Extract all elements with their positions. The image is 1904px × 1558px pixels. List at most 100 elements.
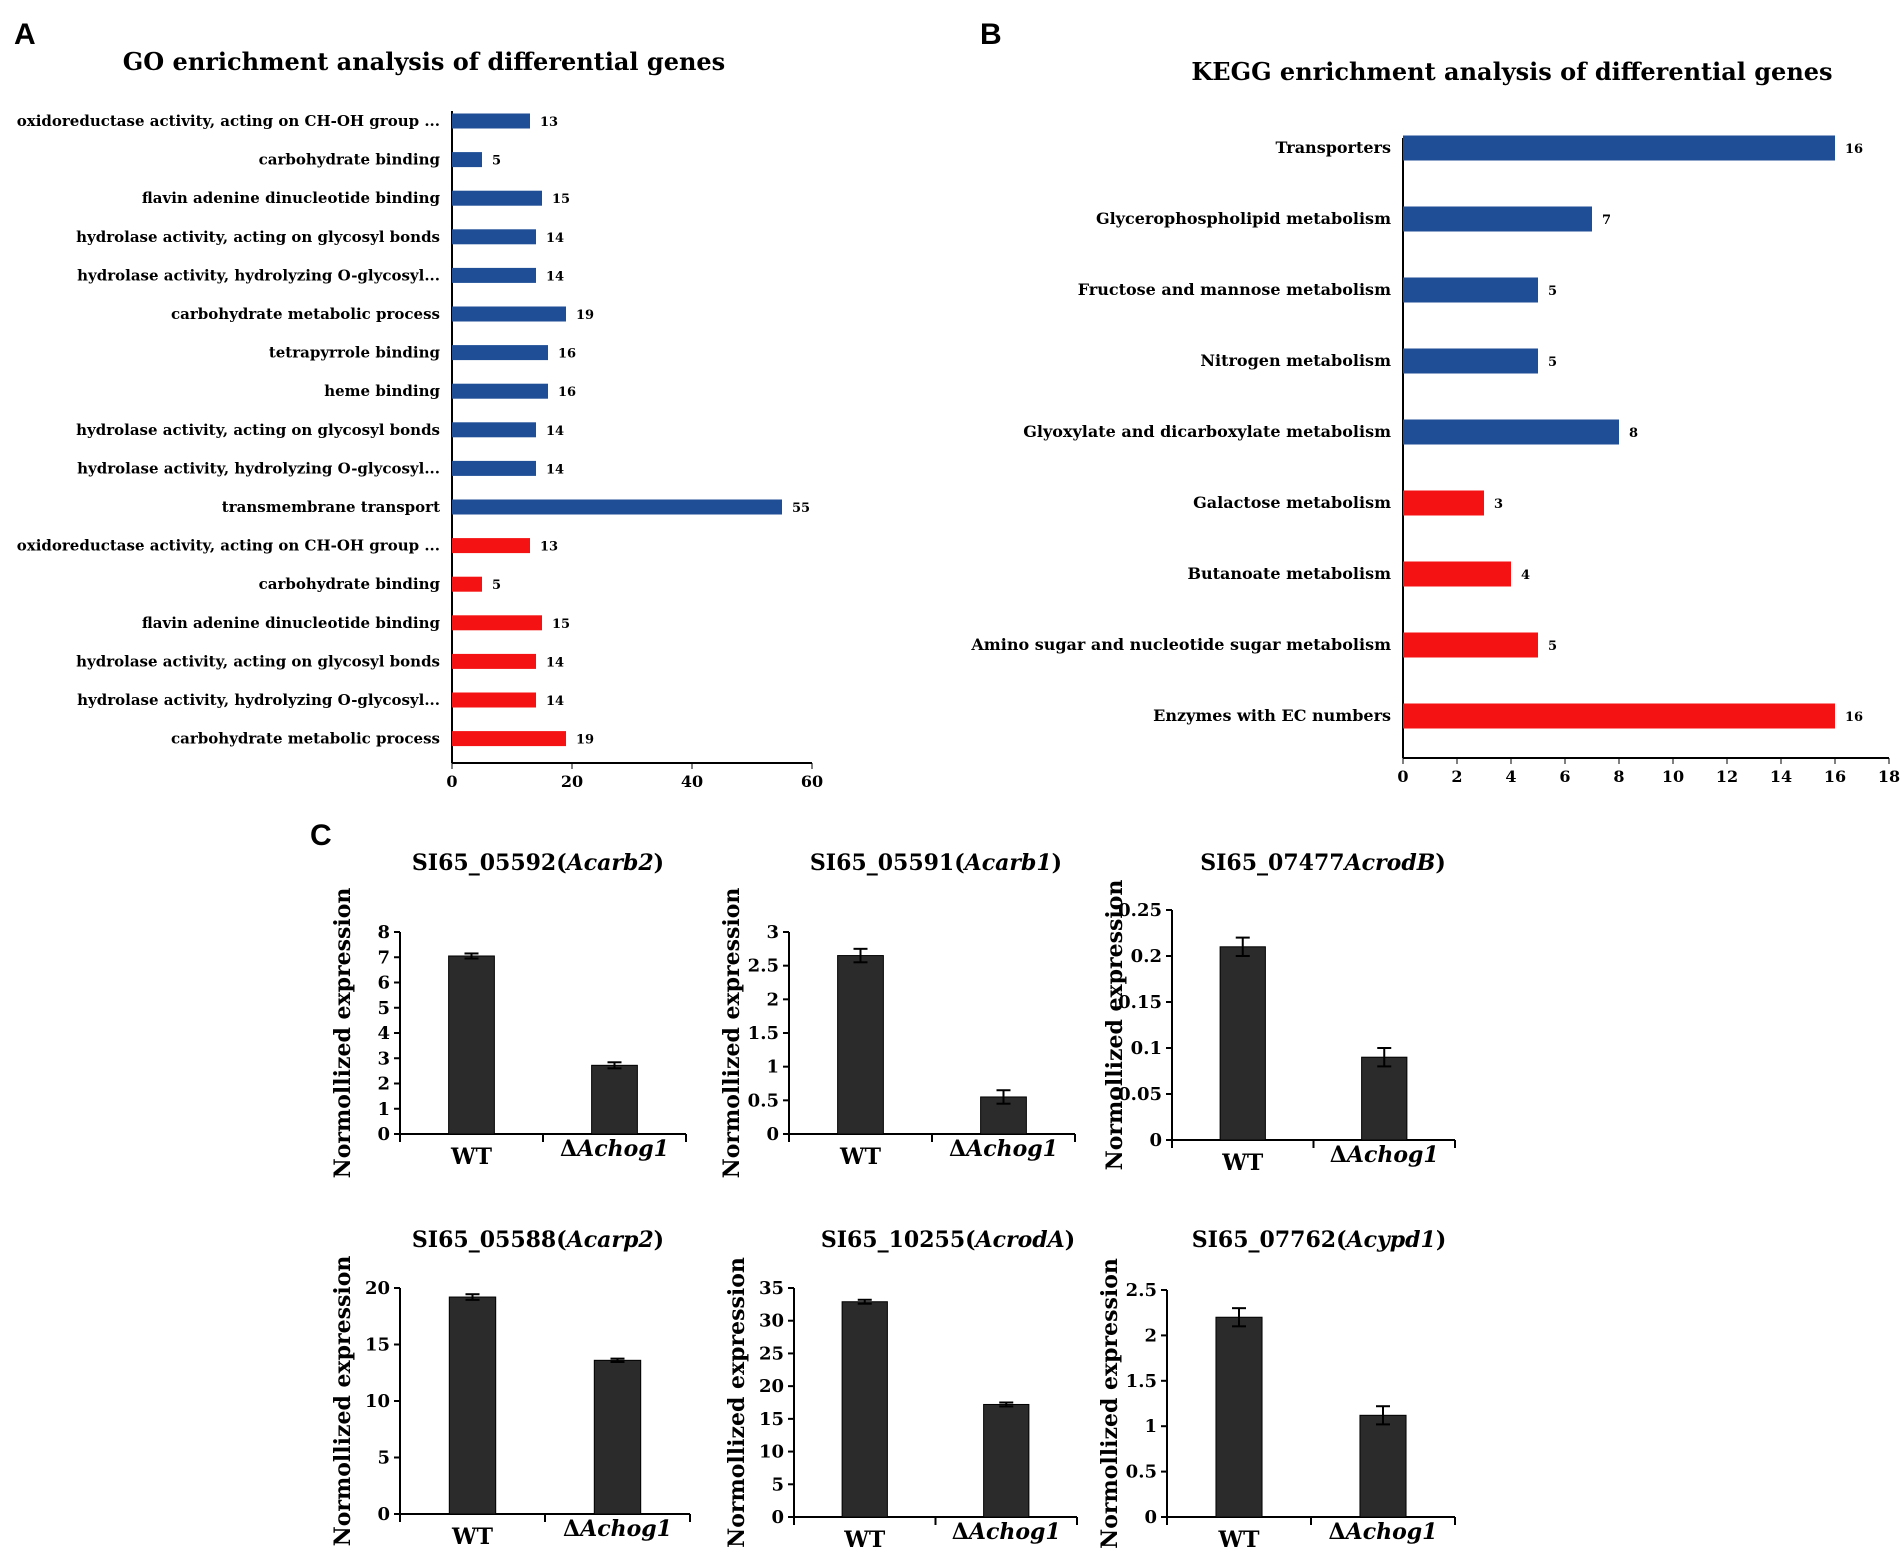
c4-y-tick-label: 0 [377, 1504, 390, 1525]
go-category-label: hydrolase activity, hydrolyzing O-glycos… [77, 459, 440, 477]
c3-y-tick-label: 0.15 [1118, 992, 1162, 1013]
c6-y-tick-label: 0.5 [1126, 1462, 1157, 1483]
c2-title: SI65_05591(Acarb1) [810, 850, 1062, 876]
c4-y-tick-label: 10 [365, 1391, 390, 1412]
go-bar [452, 383, 548, 399]
c4-category-label: ΔAchog1 [563, 1516, 672, 1542]
kegg-enrichment-chart: KEGG enrichment analysis of differential… [970, 57, 1900, 786]
kegg-value-label: 16 [1845, 710, 1863, 725]
c3-bar [1361, 1056, 1408, 1141]
c1-y-tick-label: 7 [377, 947, 390, 968]
go-value-label: 13 [540, 115, 558, 130]
go-x-tick-label: 40 [681, 772, 703, 791]
c4-bar [448, 1296, 497, 1515]
c5-bar [983, 1403, 1030, 1518]
go-bar [452, 653, 536, 669]
kegg-bar [1403, 632, 1538, 658]
kegg-value-label: 4 [1521, 568, 1530, 583]
kegg-bar [1403, 277, 1538, 303]
c6-y-tick-label: 1.5 [1126, 1371, 1157, 1392]
go-category-label: carbohydrate metabolic process [171, 730, 440, 748]
kegg-x-tick-label: 2 [1451, 767, 1462, 786]
kegg-chart-title: KEGG enrichment analysis of differential… [1191, 57, 1832, 86]
c2-y-tick-label: 0 [766, 1124, 779, 1145]
go-category-label: hydrolase activity, acting on glycosyl b… [76, 652, 440, 670]
kegg-value-label: 7 [1602, 213, 1611, 228]
go-category-label: hydrolase activity, acting on glycosyl b… [76, 421, 440, 439]
c1-y-tick-label: 4 [377, 1023, 390, 1044]
c2-y-tick-label: 2 [766, 989, 779, 1010]
go-bar [452, 576, 482, 592]
c5-category-label: ΔAchog1 [952, 1519, 1061, 1545]
go-bar [452, 229, 536, 245]
kegg-bar [1403, 206, 1592, 232]
go-value-label: 14 [546, 269, 564, 284]
c1-y-tick-label: 0 [377, 1124, 390, 1145]
kegg-bar [1403, 348, 1538, 374]
go-value-label: 15 [552, 617, 570, 632]
go-category-label: oxidoreductase activity, acting on CH-OH… [17, 112, 440, 130]
c4-title: SI65_05588(Acarp2) [412, 1227, 664, 1253]
kegg-value-label: 5 [1548, 284, 1557, 299]
go-bar [452, 615, 542, 631]
c2-y-tick-label: 2.5 [748, 956, 779, 977]
go-category-label: heme binding [324, 382, 440, 400]
kegg-x-tick-label: 16 [1824, 767, 1846, 786]
c6-bar [1359, 1414, 1407, 1518]
c6-y-tick-label: 1 [1144, 1416, 1157, 1437]
kegg-bar [1403, 419, 1619, 445]
c2-category-label: WT [839, 1144, 882, 1170]
kegg-x-tick-label: 6 [1559, 767, 1570, 786]
c5-y-tick-label: 15 [759, 1409, 784, 1430]
c4-category-label: WT [451, 1524, 494, 1550]
c1-y-tick-label: 8 [377, 922, 390, 943]
c2-y-tick-label: 1.5 [748, 1023, 779, 1044]
c5-y-tick-label: 10 [759, 1442, 784, 1463]
c3-bar [1219, 946, 1266, 1141]
c4-bar [593, 1359, 642, 1515]
go-value-label: 5 [492, 578, 501, 593]
kegg-category-label: Nitrogen metabolism [1200, 351, 1391, 370]
go-x-tick-label: 60 [801, 772, 823, 791]
kegg-bar [1403, 490, 1484, 516]
c5-y-tick-label: 20 [759, 1376, 784, 1397]
c6-y-axis-label: Normollized expression [1097, 1258, 1123, 1549]
go-value-label: 19 [576, 733, 594, 748]
c4-y-tick-label: 5 [377, 1448, 390, 1469]
go-category-label: tetrapyrrole binding [269, 344, 441, 362]
go-value-label: 13 [540, 540, 558, 555]
kegg-category-label: Amino sugar and nucleotide sugar metabol… [970, 635, 1391, 654]
c1-y-tick-label: 6 [377, 973, 390, 994]
kegg-category-label: Fructose and mannose metabolism [1078, 280, 1391, 299]
c5-y-tick-label: 25 [759, 1343, 784, 1364]
go-value-label: 14 [546, 231, 564, 246]
c4-y-tick-label: 20 [365, 1278, 390, 1299]
c1-chart: SI65_05592(Acarb2) Normollized expression… [330, 850, 687, 1178]
kegg-x-tick-label: 10 [1662, 767, 1684, 786]
kegg-category-label: Glycerophospholipid metabolism [1096, 209, 1391, 228]
go-category-label: hydrolase activity, hydrolyzing O-glycos… [77, 266, 440, 284]
go-value-label: 16 [558, 347, 576, 362]
c3-chart: SI65_07477AcrodB)Normollized expression 0… [1102, 850, 1456, 1176]
c5-y-axis-label: Normollized expression [724, 1257, 750, 1548]
kegg-value-label: 8 [1629, 426, 1638, 441]
c1-bar [591, 1064, 638, 1135]
kegg-bar [1403, 561, 1511, 587]
go-bar [452, 152, 482, 168]
c5-y-tick-label: 0 [771, 1507, 784, 1528]
go-value-label: 55 [792, 501, 810, 516]
go-category-label: flavin adenine dinucleotide binding [142, 189, 441, 207]
c3-y-tick-label: 0.25 [1118, 900, 1162, 921]
kegg-value-label: 16 [1845, 142, 1863, 157]
c5-bar [841, 1301, 888, 1518]
c6-category-label: WT [1217, 1527, 1260, 1553]
c6-category-label: ΔAchog1 [1329, 1519, 1438, 1545]
c3-y-tick-label: 0.1 [1131, 1038, 1162, 1059]
panel-letter-b: B [980, 18, 1002, 51]
go-bar [452, 460, 536, 476]
kegg-category-label: Butanoate metabolism [1187, 564, 1391, 583]
c3-y-axis-label: Normollized expression [1102, 880, 1128, 1171]
c5-category-label: WT [843, 1527, 886, 1553]
go-bar [452, 113, 530, 129]
